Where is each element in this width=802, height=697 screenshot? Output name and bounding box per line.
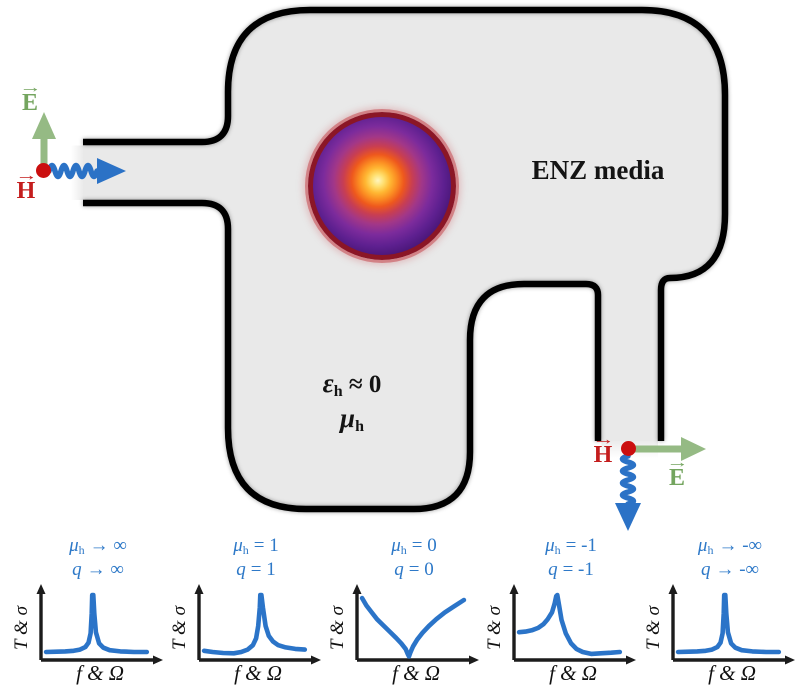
x-axis-arrow-icon [153,655,163,665]
curve-resonance-peak-left-shoulder [516,592,623,657]
enz-outline-lower [83,199,602,513]
curve-antiresonance-dip [359,595,467,659]
plot-title-mu: μh → -∞ [697,535,763,557]
h-field-letter: H [16,178,36,204]
x-axis-arrow-icon [626,655,636,665]
plot-title-q: q = 1 [236,559,276,580]
x-axis-label: f & Ω [549,661,597,685]
output-e-vector-label: → E [659,455,695,491]
mini-plot-mu-inf: μh → ∞ q → ∞ T & σ f & Ω [10,535,174,697]
y-axis-arrow-icon [668,584,678,594]
vector-arrow-icon: → [591,432,615,448]
vector-arrow-icon: → [665,455,689,471]
y-axis-label: T & σ [11,606,32,650]
host-parameters-label: εh ≈ 0 μh [278,367,426,437]
output-wave-arrow-head [615,503,641,531]
output-h-dot [621,441,636,456]
x-axis-label: f & Ω [76,661,124,685]
input-h-dot [36,163,51,178]
mini-plot-mu-neg-inf: μh → -∞ q → -∞ T & σ f & Ω [642,535,802,697]
y-axis-arrow-icon [36,584,46,594]
y-axis-label: T & σ [327,606,348,650]
mini-plot-mu-1: μh = 1 q = 1 T & σ f & Ω [168,535,332,697]
output-wave-arrow [619,453,637,507]
plot-title-q: q = -1 [548,559,594,580]
epsilon-line: εh ≈ 0 [322,368,382,400]
h-field-letter: H [593,442,613,468]
mu-line: μh [340,403,364,435]
input-wave-arrow-head [97,158,126,184]
y-axis-label: T & σ [484,606,505,650]
mini-plot-mu-0: μh = 0 q = 0 T & σ f & Ω [326,535,490,697]
x-axis-arrow-icon [469,655,479,665]
plot-title-q: q → ∞ [72,559,124,580]
y-axis-arrow-icon [509,584,519,594]
enz-outline-upper [83,6,729,441]
input-wave-arrow [46,162,100,180]
input-e-vector-label: → E [12,80,48,116]
plot-axes [352,584,479,665]
curve-resonance-peak-right-tail [201,592,308,656]
input-h-vector-label: → H [8,168,44,204]
output-e-field-arrow-head [681,437,706,461]
mini-plot-mu-neg1: μh = -1 q = -1 T & σ f & Ω [483,535,647,697]
x-axis-label: f & Ω [392,661,440,685]
enz-media-label: ENZ media [531,155,665,185]
output-h-vector-label: → H [585,432,621,468]
y-axis-label: T & σ [169,606,190,650]
vector-arrow-icon: → [18,80,42,96]
plot-axes [194,584,321,665]
e-field-letter: E [21,90,38,116]
x-axis-arrow-icon [785,655,795,665]
plot-title-mu: μh = 0 [391,535,437,557]
x-axis-label: f & Ω [708,661,756,685]
curve-sharp-resonance-peak [675,592,782,655]
y-axis-arrow-icon [352,584,362,594]
curve-sharp-resonance-peak [43,592,150,655]
x-axis-arrow-icon [311,655,321,665]
x-axis-label: f & Ω [234,661,282,685]
vector-arrow-icon: → [14,168,38,184]
plot-title-q: q → -∞ [700,559,760,580]
plot-axes [668,584,795,665]
plot-title-q: q = 0 [394,559,434,580]
doped-particle [308,112,456,260]
plot-title-mu: μh → ∞ [69,535,127,557]
y-axis-label: T & σ [643,606,664,650]
enz-body-fill [83,10,725,509]
e-field-letter: E [668,465,685,491]
input-e-field-arrow-head [32,112,56,139]
y-axis-arrow-icon [194,584,204,594]
plot-axes [36,584,163,665]
plot-title-mu: μh = 1 [233,535,279,557]
plot-title-mu: μh = -1 [545,535,597,557]
plot-axes [509,584,636,665]
